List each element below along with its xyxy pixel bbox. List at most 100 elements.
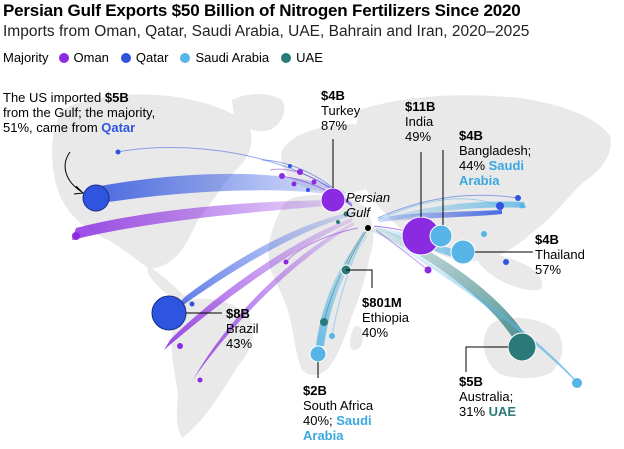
bubbles [82,184,537,363]
brazil-name: Brazil [226,321,259,336]
flow-band-us-oman [72,200,346,240]
annotation-south-africa: $2B South Africa 40%; Saudi Arabia [303,383,393,443]
turkey-value: $4B [321,88,345,103]
south-africa-value: $2B [303,383,327,398]
land-south-america [171,298,254,438]
bubble-bangladesh [429,224,453,248]
ethiopia-value: $801M [362,295,402,310]
flow-band-east-asia [378,201,526,224]
dot-vietnam [481,231,487,237]
leader-ethiopia [346,269,373,288]
leader-us-arrow [73,185,85,195]
legend-item-oman: Oman [58,50,109,65]
india-value: $11B [405,99,436,114]
leader-us [64,151,83,193]
bubble-thailand [450,239,476,265]
origin-persian-gulf [365,225,371,231]
thailand-share: 57% [535,262,562,277]
chart-title: Persian Gulf Exports $50 Billion of Nitr… [3,1,521,20]
bubble-brazil [151,295,187,331]
dot-south-america-2 [177,343,183,349]
legend-text-saudi: Saudi Arabia [195,50,270,65]
ethiopia-share: 40% [362,325,389,340]
flow-line-europe-1 [281,175,353,207]
south-africa-name: South Africa [303,398,374,413]
thailand-name: Thailand [535,247,585,262]
dot-mideast-1 [343,211,349,217]
legend-item-qatar: Qatar [120,50,169,65]
legend-item-uae: UAE [281,50,323,65]
land-greenland [232,94,285,132]
india-name: India [405,114,434,129]
bangladesh-value: $4B [459,128,483,143]
ethiopia-name: Ethiopia [362,310,409,325]
chart-subtitle: Imports from Oman, Qatar, Saudi Arabia, … [3,23,530,40]
annotation-australia: $5B Australia; 31% UAE [459,374,516,419]
turkey-share: 87% [321,118,348,133]
legend-text-qatar: Qatar [135,50,169,65]
annotation-ethiopia: $801M Ethiopia 40% [362,295,409,340]
bangladesh-name: Bangladesh; [459,143,532,158]
flow-line-sea [375,229,429,271]
dot-japan [519,203,525,209]
annotation-bangladesh: $4B Bangladesh; 44% Saudi Arabia [459,128,531,188]
annotation-turkey: $4B Turkey 87% [321,88,360,133]
us-line1: The US imported $5B [3,90,129,105]
dot-sri-lanka [424,266,432,274]
land-madagascar [350,326,363,351]
bubble-turkey [320,187,346,213]
india-share: 49% [405,129,432,144]
legend-swatch-uae [281,52,292,63]
flow-line-japan [377,194,519,219]
bangladesh-share: 44% Saudi Arabia [459,158,525,188]
dot-europe-4 [288,164,292,168]
legend-text-oman: Oman [73,50,109,65]
legend-item-saudi-arabia: Saudi Arabia [180,50,269,65]
leader-australia [465,346,508,372]
turkey-name: Turkey [321,103,361,118]
flow-line-north-america [117,146,353,205]
land-africa [268,194,374,375]
flow-line-east-africa-2 [331,231,365,337]
dot-europe-3 [297,169,303,175]
flow-band-us-qatar [94,173,346,204]
dot-pacific [572,378,582,388]
origin-label: Persian Gulf [346,190,391,220]
brazil-value: $8B [226,306,250,321]
bubble-us [82,184,110,212]
dot-europe-2 [291,181,297,187]
south-africa-share: 40%; Saudi Arabia [303,413,372,443]
dot-mexico [72,232,80,240]
annotation-india: $11B India 49% [405,99,435,144]
dot-europe-6 [311,179,317,185]
dot-north-america-1 [115,149,121,155]
legend-text-uae: UAE [296,50,323,65]
legend: Majority Oman Qatar Saudi Arabia UAE [3,50,335,65]
bubble-south-africa [309,345,327,363]
australia-value: $5B [459,374,483,389]
legend-label: Majority [3,50,49,65]
bubble-australia [507,332,537,362]
flow-line-west-africa [285,227,359,263]
dot-europe-1 [279,173,285,179]
flow-line-east-africa-1 [323,231,365,323]
dot-mideast-2 [336,220,340,224]
dot-philippines [503,259,509,265]
dot-south-america-1 [197,377,203,383]
flow-line-china [377,198,501,221]
dot-east-africa-1 [320,318,328,326]
us-line2: from the Gulf; the majority, [3,105,156,120]
land-southeast-asia [476,253,543,291]
dot-south-america-3 [189,301,195,307]
brazil-share: 43% [226,336,253,351]
land-central-america [147,266,196,308]
leader-lines [64,139,533,378]
dot-korea [515,195,521,201]
legend-swatch-saudi [180,52,191,63]
dot-east-africa-2 [329,333,335,339]
annotation-brazil: $8B Brazil 43% [226,306,259,351]
annotation-thailand: $4B Thailand 57% [535,232,585,277]
flow-band-south-africa [316,234,368,346]
us-line3: 51%, came from Qatar [3,120,136,135]
